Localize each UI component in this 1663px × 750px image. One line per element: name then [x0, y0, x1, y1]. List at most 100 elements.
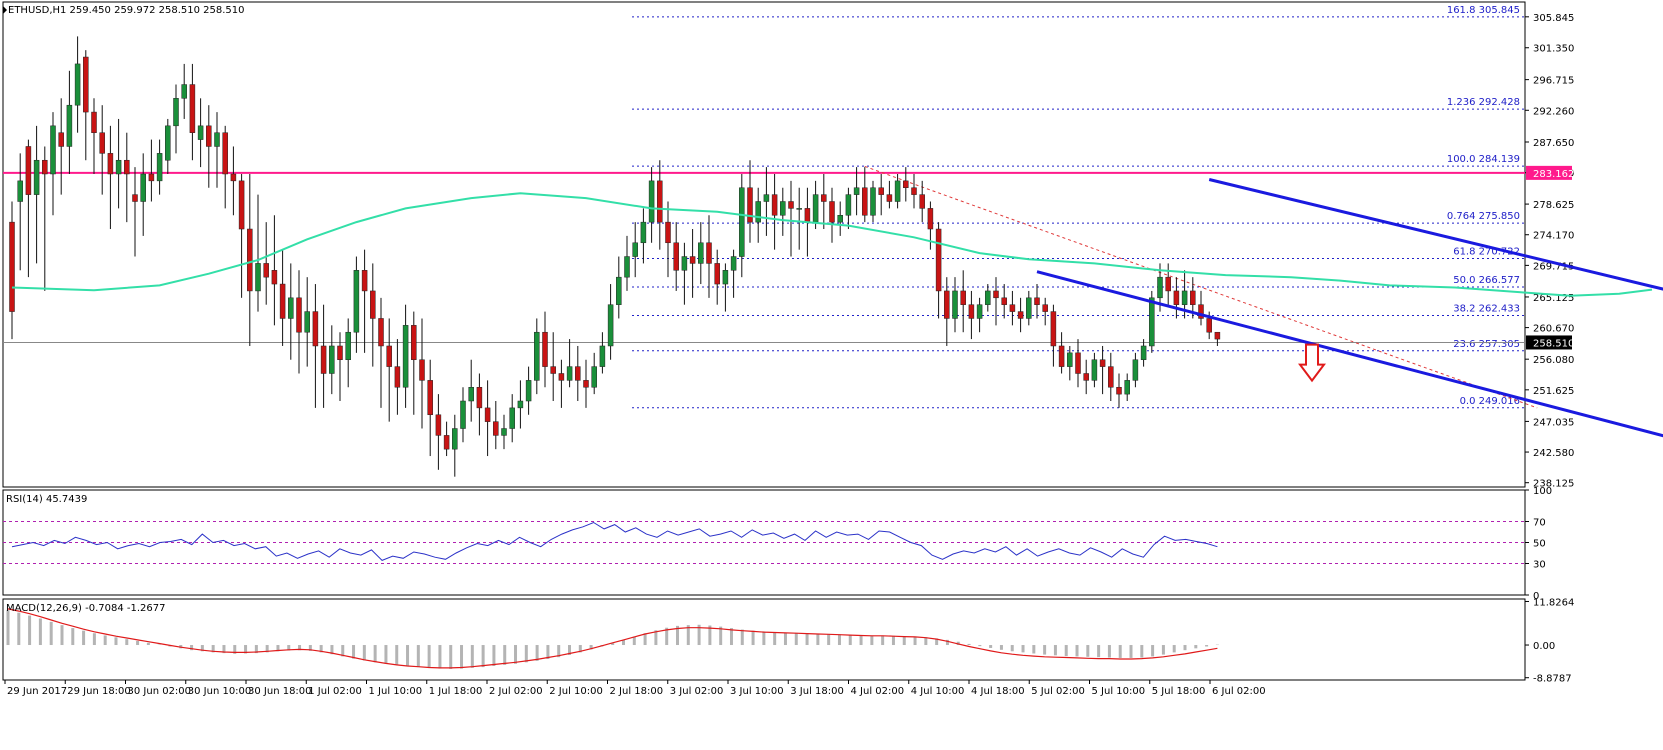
candle-body [976, 304, 983, 319]
candle-body [501, 428, 507, 436]
fib-level-label: 100.0 284.139 [1447, 154, 1520, 165]
price-tick-label: 301.350 [1533, 44, 1574, 55]
price-tick-label: 260.670 [1533, 324, 1574, 335]
time-tick-label: 1 Jul 10:00 [369, 686, 423, 697]
candle-body [607, 304, 614, 347]
candle-body [796, 208, 802, 210]
time-tick-label: 3 Jul 18:00 [790, 686, 844, 697]
time-tick-label: 30 Jun 02:00 [128, 686, 192, 697]
price-tick-label: 251.625 [1533, 386, 1574, 397]
candle-body [648, 180, 655, 223]
rsi-tick-label: 50 [1533, 539, 1546, 550]
rsi-tick-label: 70 [1533, 518, 1546, 529]
candle-body [566, 366, 573, 381]
candle-body [370, 290, 376, 319]
candle-body [419, 359, 425, 381]
candle-body [624, 256, 630, 278]
time-tick-label: 30 Jun 18:00 [248, 686, 312, 697]
candle-body [821, 194, 827, 202]
candle-body [214, 132, 220, 147]
candle-body [517, 400, 524, 409]
candle-body [17, 180, 23, 202]
candle-body [156, 153, 163, 182]
candle-body [33, 159, 40, 195]
candle-body [993, 290, 999, 299]
candle-body [812, 194, 819, 223]
macd-signal-line [7, 608, 1218, 669]
candle-body [140, 173, 146, 202]
candle-body [1050, 311, 1057, 347]
fib-level-label: 50.0 266.577 [1453, 275, 1520, 286]
candle-body [870, 187, 876, 216]
time-tick-label: 1 Jul 02:00 [308, 686, 362, 697]
candle-body [599, 345, 606, 367]
candle-body [730, 256, 737, 271]
candle-body [320, 345, 327, 374]
candle-body [755, 201, 761, 223]
candle-body [361, 270, 368, 292]
candle-body [83, 56, 89, 113]
candle-body [435, 414, 442, 436]
candle-body [181, 84, 187, 99]
candle-body [911, 187, 917, 195]
candle-body [657, 180, 663, 223]
price-pane: 305.845 301.350 296.715 292.260 287.650 283.1… [2, 1, 1663, 490]
candle-body [402, 325, 409, 388]
macd-pane-frame [2, 598, 1526, 681]
macd-tick-label: 0.00 [1533, 641, 1555, 652]
time-tick-label: 2 Jul 18:00 [610, 686, 664, 697]
candle-body [1075, 352, 1081, 374]
candle-body [894, 180, 901, 202]
candle-body [493, 421, 499, 436]
price-tick-label: 269.715 [1533, 261, 1574, 272]
candle-body [583, 380, 589, 388]
candle-body [935, 228, 942, 292]
candle-body [804, 208, 811, 223]
moving-average-line [11, 192, 1653, 297]
candle-body [468, 386, 474, 402]
fib-level-label: 38.2 262.433 [1453, 303, 1520, 314]
candle-body [927, 208, 934, 230]
candle-body [312, 311, 319, 347]
candle-body [353, 270, 360, 333]
candle-body [238, 180, 245, 230]
candle-body [903, 180, 909, 188]
fib-diagonal-line [864, 165, 1538, 409]
candle-body [279, 283, 286, 319]
price-tick-label: 296.715 [1533, 76, 1574, 87]
candle-body [50, 125, 56, 175]
candle-body [1042, 304, 1048, 312]
candle-body [1108, 366, 1114, 388]
candle-body [722, 270, 729, 285]
candle-body [632, 242, 638, 257]
rsi-pane: 100 70 50 30 0 RSI(14) 45.7439 [2, 486, 1552, 602]
candle-body [1067, 352, 1073, 367]
candle-body [673, 242, 679, 271]
resistance-price-label: 283.162 [1533, 169, 1574, 180]
candle-body [862, 187, 868, 216]
candle-body [542, 331, 548, 367]
candle-body [173, 98, 179, 127]
candle-body [1190, 290, 1196, 305]
candle-body [66, 104, 73, 147]
time-tick-label: 2 Jul 02:00 [489, 686, 543, 697]
candle-body [960, 290, 966, 305]
candle-body [1124, 380, 1130, 395]
candle-body [845, 194, 852, 216]
price-tick-label: 274.170 [1533, 231, 1574, 242]
candle-body [165, 125, 171, 161]
candle-body [263, 263, 269, 278]
candle-body [829, 201, 835, 223]
candle-body [427, 380, 433, 416]
fib-level-label: 61.8 270.722 [1453, 246, 1520, 257]
candle-body [771, 194, 778, 216]
candle-body [698, 242, 704, 264]
price-tick-label: 247.035 [1533, 417, 1574, 428]
candle-body [1009, 304, 1016, 312]
candle-body [148, 173, 155, 182]
candle-body [944, 290, 950, 319]
current-price-badge [1526, 335, 1572, 350]
candle-body [107, 153, 114, 175]
